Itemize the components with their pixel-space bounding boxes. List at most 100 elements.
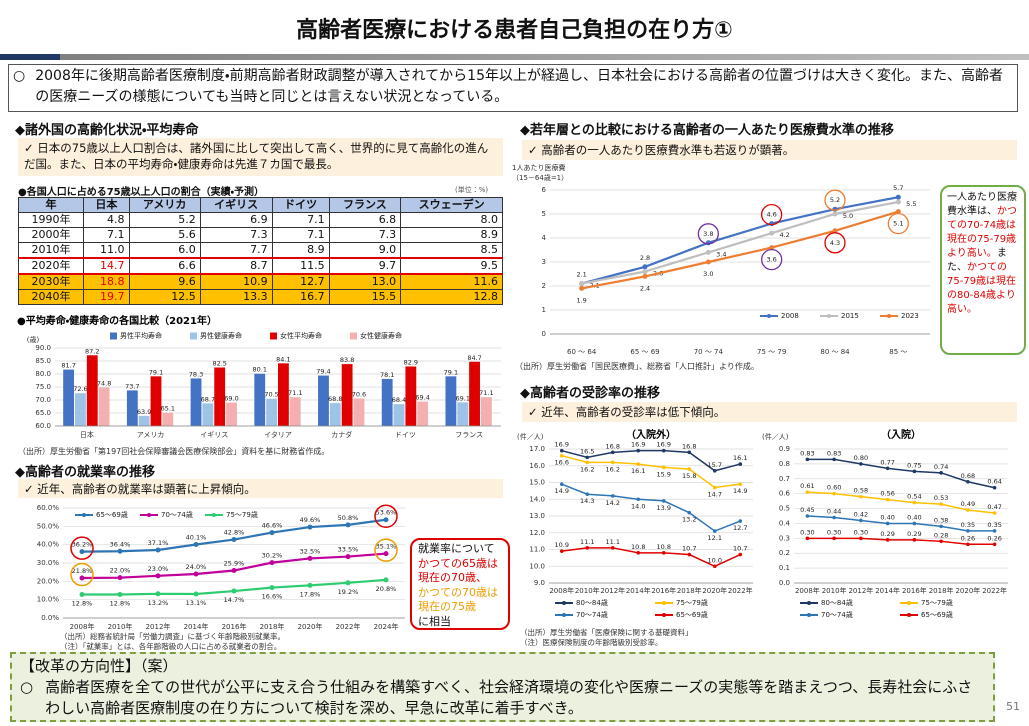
value-label: 12.1	[708, 534, 722, 542]
point	[383, 517, 389, 523]
callout-line: に相当	[418, 614, 451, 628]
point	[712, 564, 717, 569]
table-cell: 4.8	[83, 212, 130, 228]
point	[885, 497, 890, 502]
table-row: 1990年 4.8 5.2 6.9 7.1 6.8 8.0	[17, 212, 503, 228]
point	[832, 491, 836, 496]
table-cell: 1990年	[17, 212, 85, 228]
point	[966, 479, 970, 484]
point	[895, 209, 901, 215]
value-label: 69.0	[224, 395, 238, 403]
callout: 一人あたり医療費水準は、かつての70-74歳は現在の75-79歳より高い。また、…	[940, 185, 1026, 355]
table-cell: 9.7	[328, 257, 402, 275]
callout-text: また、	[947, 248, 1007, 273]
table-cell: 8.7	[199, 257, 273, 275]
legend-label: 75～79歳	[676, 598, 708, 607]
value-label: 72.6	[73, 385, 87, 393]
value-label: 16.8	[682, 442, 696, 450]
column-header: 日本	[83, 197, 130, 213]
point	[307, 555, 313, 561]
point	[585, 455, 590, 460]
point	[859, 536, 863, 541]
bar	[393, 404, 405, 426]
y-tick-label: 5	[542, 210, 546, 218]
bar	[445, 376, 457, 426]
x-tick-label: 2008年	[795, 586, 820, 595]
series-line	[581, 200, 899, 285]
x-tick-label: 2022年	[982, 586, 1007, 595]
legend-label: 2008	[781, 312, 799, 320]
table-cell: 11.0	[83, 242, 130, 259]
title-rule	[0, 54, 1029, 60]
table-cell: 7.1	[271, 227, 330, 243]
bar	[254, 373, 266, 426]
population-table: 年日本 アメリカ イギリス ドイツ フランス スウェーデン 1990年 4.8 5.2 6.9 7.…	[17, 197, 503, 305]
point	[307, 524, 313, 530]
column-header: 年	[17, 197, 85, 213]
value-label: 2.4	[640, 284, 650, 292]
value-label: 5.5	[906, 200, 916, 208]
table-cell: 14.7	[83, 257, 130, 275]
section-note: ✓ 近年、高齢者の受診率は低下傾向。	[522, 402, 1017, 422]
value-label: 0.54	[907, 493, 921, 501]
point	[912, 538, 917, 542]
point	[231, 588, 237, 594]
legend-label: 65～69歳	[921, 610, 953, 619]
legend-label: 女性健康寿命	[360, 331, 402, 340]
point	[307, 582, 313, 588]
y-tick-label: 50.0%	[37, 522, 60, 530]
highlight-ring	[374, 538, 398, 562]
chart-title: ●平均寿命・健康寿命の各国比較（2021年）	[17, 314, 217, 327]
value-label: 78.1	[380, 371, 394, 379]
point	[859, 462, 863, 466]
point	[269, 560, 275, 566]
x-tick-label: 2008年	[70, 622, 95, 631]
x-tick-label: 2016年	[651, 586, 676, 595]
point	[559, 448, 564, 453]
table-cell: 8.5	[400, 242, 503, 259]
y-tick-label: 0.9	[779, 445, 790, 453]
value-label: 84.7	[467, 354, 481, 362]
y-tick-label: 0.4	[779, 519, 791, 527]
point	[636, 497, 641, 502]
source: （出所）厚生労働省「第197回社会保障審議会医療保険部会」資料を基に財務省作成。	[18, 447, 330, 456]
table-cell: 7.1	[83, 227, 130, 243]
value-label: 73.7	[125, 382, 139, 390]
x-tick-label: 2024年	[374, 622, 399, 631]
legend-marker	[827, 314, 831, 318]
point	[705, 240, 711, 246]
point	[117, 575, 123, 581]
point	[738, 552, 743, 557]
value-label: 14.7	[708, 491, 722, 499]
point	[859, 494, 863, 499]
y-tick-label: 75.0	[35, 383, 51, 391]
x-tick-label: 日本	[80, 430, 94, 439]
value-label: 68.4	[392, 396, 406, 404]
value-label: 0.64	[987, 478, 1001, 486]
series-line	[561, 547, 741, 568]
bar	[126, 390, 138, 426]
point	[661, 551, 666, 555]
point	[805, 536, 810, 541]
table-cell: 8.0	[400, 212, 503, 228]
value-label: 0.56	[880, 490, 894, 498]
value-label: 4.3	[830, 239, 840, 247]
point	[992, 485, 997, 490]
value-label: 0.83	[800, 449, 814, 457]
value-label: 50.8%	[338, 514, 359, 522]
x-tick-label: 2020年	[298, 622, 323, 631]
section-heading: ◆高齢者の就業率の推移	[15, 465, 155, 480]
value-label: 68.7	[201, 395, 215, 403]
table-row: 2010年 11.0 6.0 7.7 8.9 9.0 8.5	[17, 242, 503, 259]
point	[769, 230, 775, 236]
legend-label: 男性平均寿命	[120, 331, 162, 340]
x-tick-label: 75 ～ 79	[757, 348, 786, 356]
x-tick-label: 2014年	[875, 586, 900, 595]
point	[738, 482, 743, 486]
value-label: 13.2%	[148, 599, 169, 607]
y-axis-label: (件／人)	[517, 432, 544, 441]
point	[992, 529, 997, 533]
x-tick-label: 2010年	[822, 586, 847, 595]
value-label: 22.0%	[110, 567, 131, 575]
table-cell: 19.7	[83, 289, 130, 305]
